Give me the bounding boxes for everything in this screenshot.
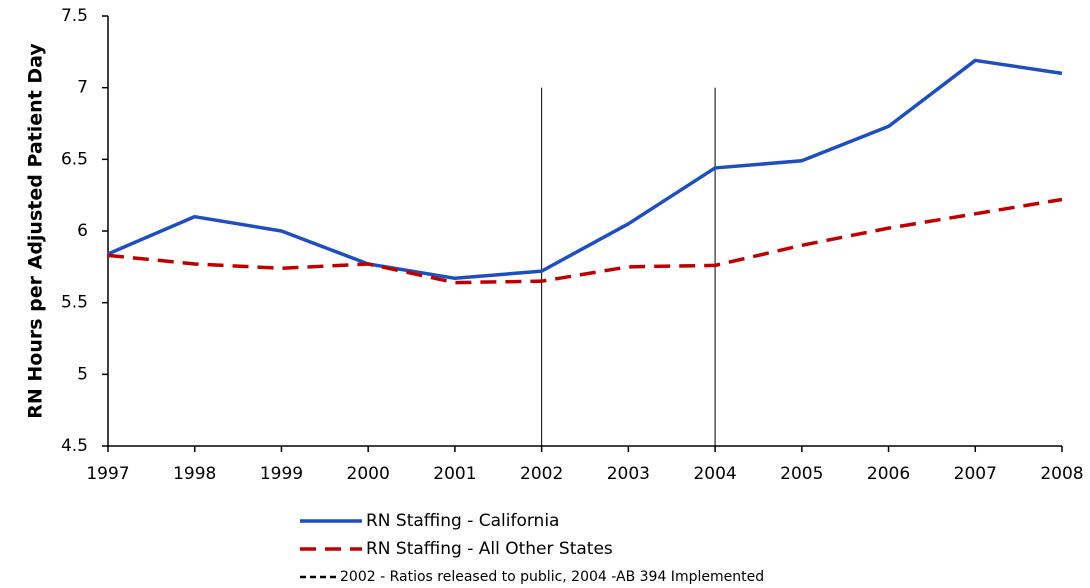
x-tick-label: 2003 bbox=[607, 464, 650, 484]
x-tick-label: 1999 bbox=[260, 464, 303, 484]
y-tick-label: 6.5 bbox=[61, 149, 88, 169]
y-tick-label: 5.5 bbox=[61, 293, 88, 313]
x-tick-label: 2006 bbox=[867, 464, 910, 484]
x-tick-label: 2000 bbox=[347, 464, 390, 484]
x-tick-label: 1998 bbox=[173, 464, 216, 484]
x-tick-label: 2008 bbox=[1040, 464, 1083, 484]
series-line bbox=[107, 197, 1063, 285]
x-tick-label: 2001 bbox=[433, 464, 476, 484]
x-tick-label: 2005 bbox=[780, 464, 823, 484]
y-tick-label: 7 bbox=[77, 78, 88, 98]
y-tick-label: 7.5 bbox=[61, 6, 88, 26]
legend-label: RN Staffing - All Other States bbox=[366, 539, 613, 559]
x-tick-label: 2002 bbox=[520, 464, 563, 484]
x-tick-label: 2007 bbox=[954, 464, 997, 484]
x-tick-label: 1997 bbox=[86, 464, 129, 484]
legend-label: 2002 - Ratios released to public, 2004 -… bbox=[340, 569, 764, 585]
y-tick-label: 6 bbox=[77, 221, 88, 241]
legend-label: RN Staffing - California bbox=[366, 511, 559, 531]
y-axis-title: RN Hours per Adjusted Patient Day bbox=[25, 43, 47, 419]
y-tick-label: 5 bbox=[77, 364, 88, 384]
y-tick-label: 4.5 bbox=[61, 436, 88, 456]
series-line bbox=[107, 58, 1063, 281]
x-tick-label: 2004 bbox=[693, 464, 736, 484]
